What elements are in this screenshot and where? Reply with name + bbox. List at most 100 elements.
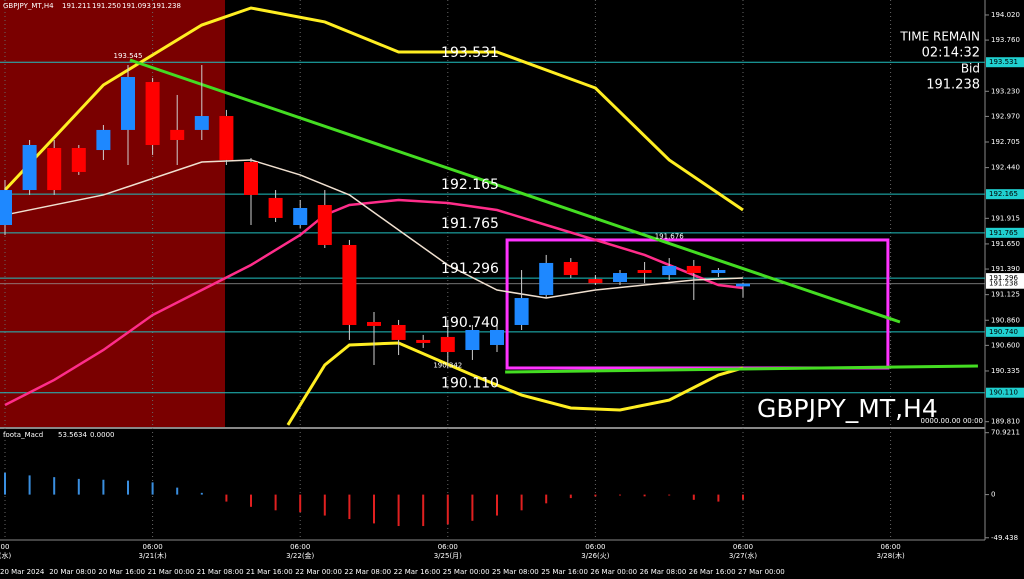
bid-axis-label: 191.238 xyxy=(989,280,1018,288)
y-tick-label: 191.125 xyxy=(991,291,1020,299)
macd-signal: 0.0000 xyxy=(90,431,115,439)
x-tick-label: 26 Mar 08:00 xyxy=(640,568,687,576)
y-tick-label: 192.440 xyxy=(991,164,1020,172)
candle-body xyxy=(342,244,357,325)
macd-value: 53.5634 xyxy=(58,431,87,439)
candle-body xyxy=(244,162,258,195)
macd-bar xyxy=(742,494,744,500)
level-label: 191.765 xyxy=(441,216,499,232)
bid-label: Bid xyxy=(961,62,980,76)
day-date-label: (水) xyxy=(0,551,11,560)
x-tick-label: 21 Mar 00:00 xyxy=(148,568,195,576)
level-axis-label: 192.165 xyxy=(989,190,1018,198)
indicator-line xyxy=(4,198,744,407)
candle-body xyxy=(317,204,332,245)
macd-y-tick-label: -49.438 xyxy=(991,534,1018,542)
macd-bar xyxy=(250,494,252,507)
header-ohlc: 191.093 xyxy=(122,2,151,10)
day-time-label: 06:00 xyxy=(585,543,605,551)
candle-body xyxy=(711,270,726,274)
candle-body xyxy=(490,330,504,345)
x-tick-label: 21 Mar 08:00 xyxy=(197,568,244,576)
indicator-line xyxy=(286,341,744,426)
macd-bar xyxy=(373,494,375,524)
macd-bar xyxy=(545,494,548,504)
level-label: 191.296 xyxy=(441,261,499,277)
macd-name: foota_Macd xyxy=(3,431,43,439)
macd-bar xyxy=(594,494,597,497)
y-tick-label: 191.915 xyxy=(991,214,1020,222)
day-date-label: 3/25(月) xyxy=(434,552,462,560)
macd-bar xyxy=(200,492,203,495)
macd-bar xyxy=(397,494,400,527)
macd-bar xyxy=(569,494,572,499)
y-tick-label: 190.600 xyxy=(991,341,1020,349)
x-tick-label: 26 Mar 00:00 xyxy=(590,568,637,576)
x-tick-label: 20 Mar 2024 xyxy=(0,568,45,576)
candle-body xyxy=(293,207,308,225)
watermark: GBPJPY_MT,H4 xyxy=(757,394,938,423)
x-tick-label: 20 Mar 08:00 xyxy=(49,568,96,576)
macd-bar xyxy=(323,494,326,516)
header-ohlc: 191.211 xyxy=(62,2,91,10)
day-time-label: 06:00 xyxy=(881,543,901,551)
candle-body xyxy=(514,298,529,325)
day-time-label: 06:00 xyxy=(733,543,753,551)
range-box xyxy=(505,238,890,370)
candle-body xyxy=(686,265,701,274)
day-date-label: 3/26(火) xyxy=(581,552,609,560)
macd-bar xyxy=(496,494,498,516)
candle-body xyxy=(588,278,603,283)
level-axis-box xyxy=(986,326,1024,337)
macd-y-tick-label: 70.9211 xyxy=(991,429,1020,437)
level-axis-box xyxy=(986,227,1024,238)
indicator-line xyxy=(505,364,978,374)
candle-body xyxy=(0,190,12,225)
y-tick-label: 190.335 xyxy=(991,367,1020,375)
candle-body xyxy=(416,339,431,343)
macd-bar xyxy=(520,494,523,511)
day-date-label: 3/28(木) xyxy=(877,551,905,560)
candle-body xyxy=(465,330,480,351)
level-axis-label: 190.110 xyxy=(989,389,1018,397)
candle-body xyxy=(96,129,111,151)
candle-body xyxy=(613,273,627,282)
day-time-label: 06:00 xyxy=(290,543,310,551)
level-axis-box xyxy=(986,189,1024,200)
level-axis-box xyxy=(986,273,1024,284)
y-tick-label: 192.705 xyxy=(991,138,1020,146)
macd-bar xyxy=(299,494,302,513)
y-tick-label: 194.020 xyxy=(991,11,1020,19)
macd-bar xyxy=(225,494,228,502)
macd-bar xyxy=(643,494,646,497)
day-time-label: 00 xyxy=(1,543,10,551)
session-shade xyxy=(0,0,225,427)
level-label: 190.110 xyxy=(441,376,499,392)
macd-bar xyxy=(53,477,56,495)
watermark-time: 0000.00.00 00:00 xyxy=(921,417,983,425)
macd-bar xyxy=(717,494,720,502)
price-mark: 190.342 xyxy=(433,361,462,369)
macd-bar xyxy=(422,494,425,527)
y-tick-label: 193.230 xyxy=(991,87,1020,95)
indicator-line xyxy=(4,159,744,299)
y-tick-label: 193.760 xyxy=(991,36,1020,44)
level-label: 193.531 xyxy=(441,45,499,61)
x-tick-label: 25 Mar 00:00 xyxy=(443,568,490,576)
price-mark: 191.676 xyxy=(655,232,684,240)
candle-body xyxy=(637,270,652,274)
macd-bar xyxy=(28,475,31,495)
y-tick-label: 192.970 xyxy=(991,112,1020,120)
x-tick-label: 27 Mar 00:00 xyxy=(738,568,785,576)
header-ohlc: 191.238 xyxy=(152,2,181,10)
macd-y-tick-label: 0 xyxy=(991,491,995,499)
level-axis-box xyxy=(986,387,1024,398)
x-tick-label: 21 Mar 16:00 xyxy=(246,568,293,576)
x-tick-label: 22 Mar 00:00 xyxy=(295,568,342,576)
candle-body xyxy=(71,148,86,172)
day-date-label: 3/22(金) xyxy=(286,551,314,560)
candle-body xyxy=(170,129,185,140)
candle-body xyxy=(268,197,283,218)
time-remain: 02:14:32 xyxy=(922,46,980,61)
macd-bar xyxy=(348,494,351,520)
